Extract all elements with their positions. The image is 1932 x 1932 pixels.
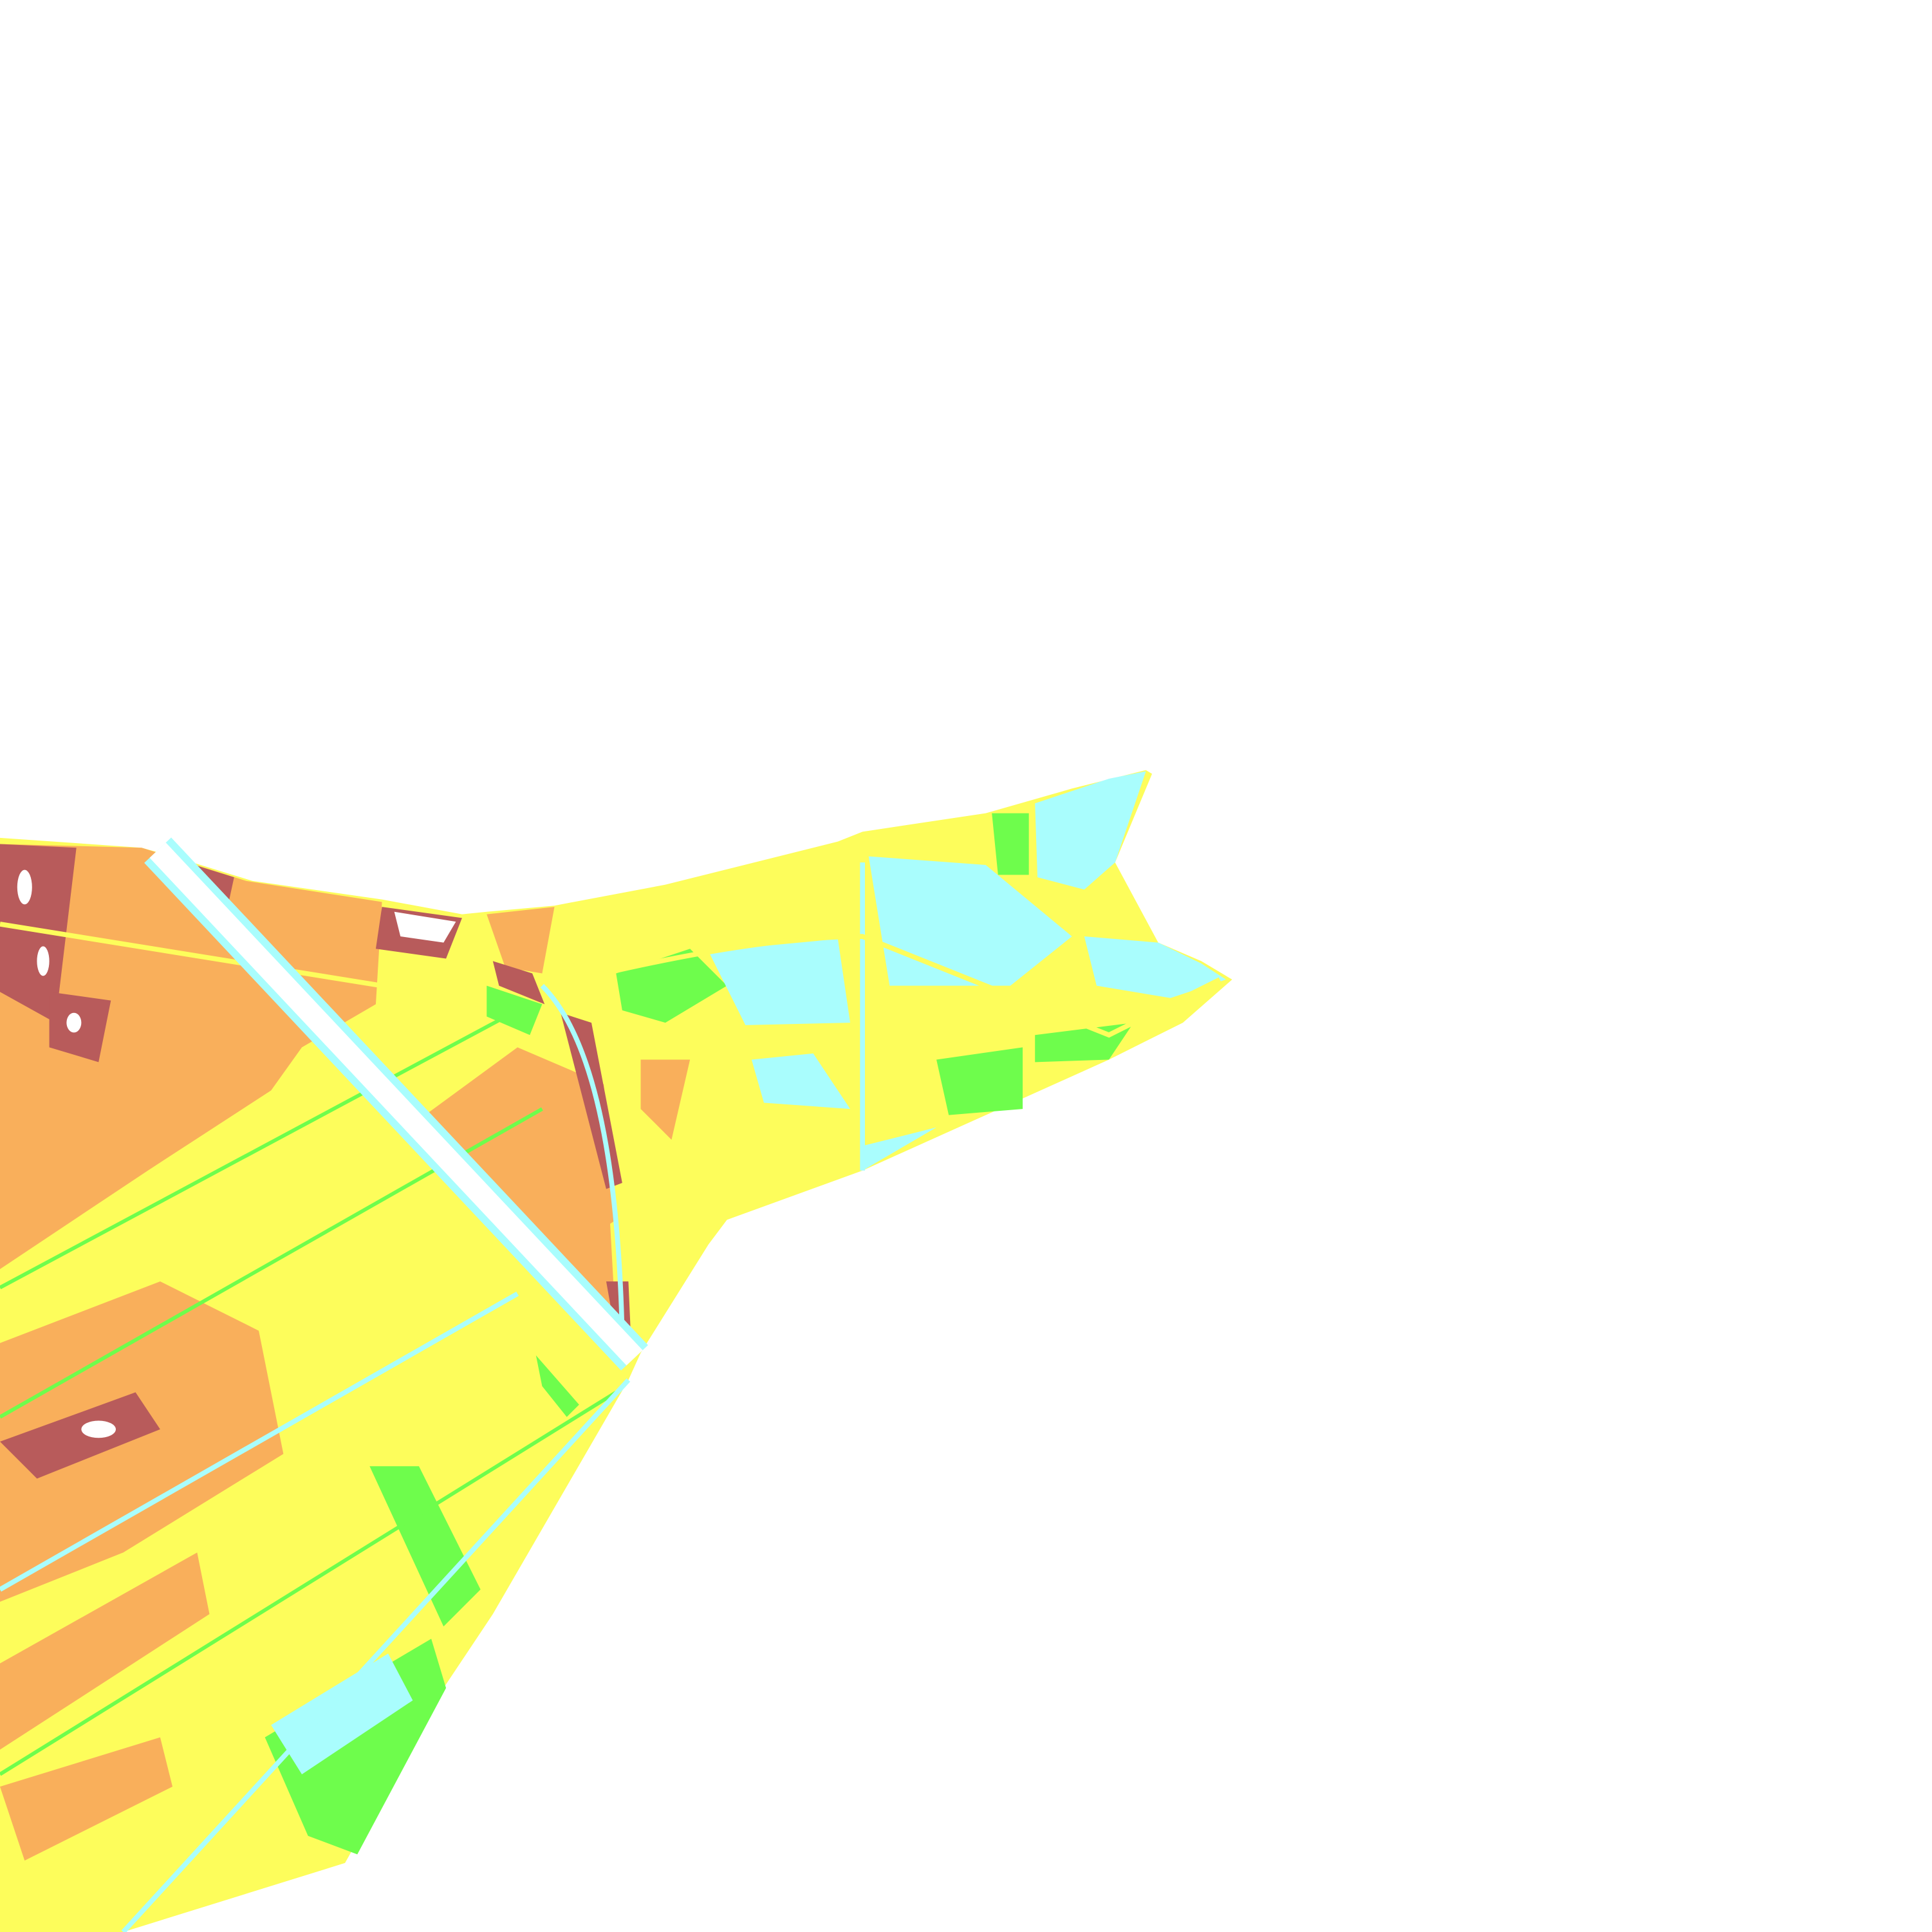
patch [862, 1127, 937, 1171]
gap [37, 946, 50, 976]
field-area [640, 1059, 691, 1140]
patch [751, 1053, 851, 1110]
curved-road [603, 934, 1221, 1038]
gap [66, 1012, 82, 1033]
patch [708, 938, 851, 1025]
canal [0, 1008, 519, 1290]
class-2-areas [0, 844, 691, 1861]
canal [121, 1378, 631, 1932]
canal [0, 1291, 519, 1592]
class-5-areas [271, 771, 1226, 1774]
patch [1035, 771, 1146, 890]
patch [0, 1392, 160, 1479]
canal [0, 1390, 617, 1776]
patch [1084, 936, 1226, 998]
patch [492, 961, 545, 1005]
patch [868, 856, 1072, 986]
patch [369, 1466, 481, 1627]
field-area [0, 844, 382, 1269]
gap [394, 911, 456, 943]
river [144, 837, 648, 1371]
field-area [0, 1737, 173, 1861]
field-area [487, 907, 555, 974]
field-area [0, 1552, 210, 1750]
patch [992, 813, 1029, 875]
gap [81, 1420, 116, 1438]
patch [535, 1355, 579, 1417]
canal [0, 922, 383, 989]
field-area [0, 1281, 284, 1602]
canals [0, 862, 1221, 1932]
patch [616, 949, 727, 1023]
curved-road [540, 983, 625, 1337]
field-area [425, 1047, 617, 1269]
river-channel [149, 842, 643, 1366]
gap [17, 869, 32, 905]
patch [936, 1047, 1023, 1115]
patch [271, 1653, 413, 1774]
